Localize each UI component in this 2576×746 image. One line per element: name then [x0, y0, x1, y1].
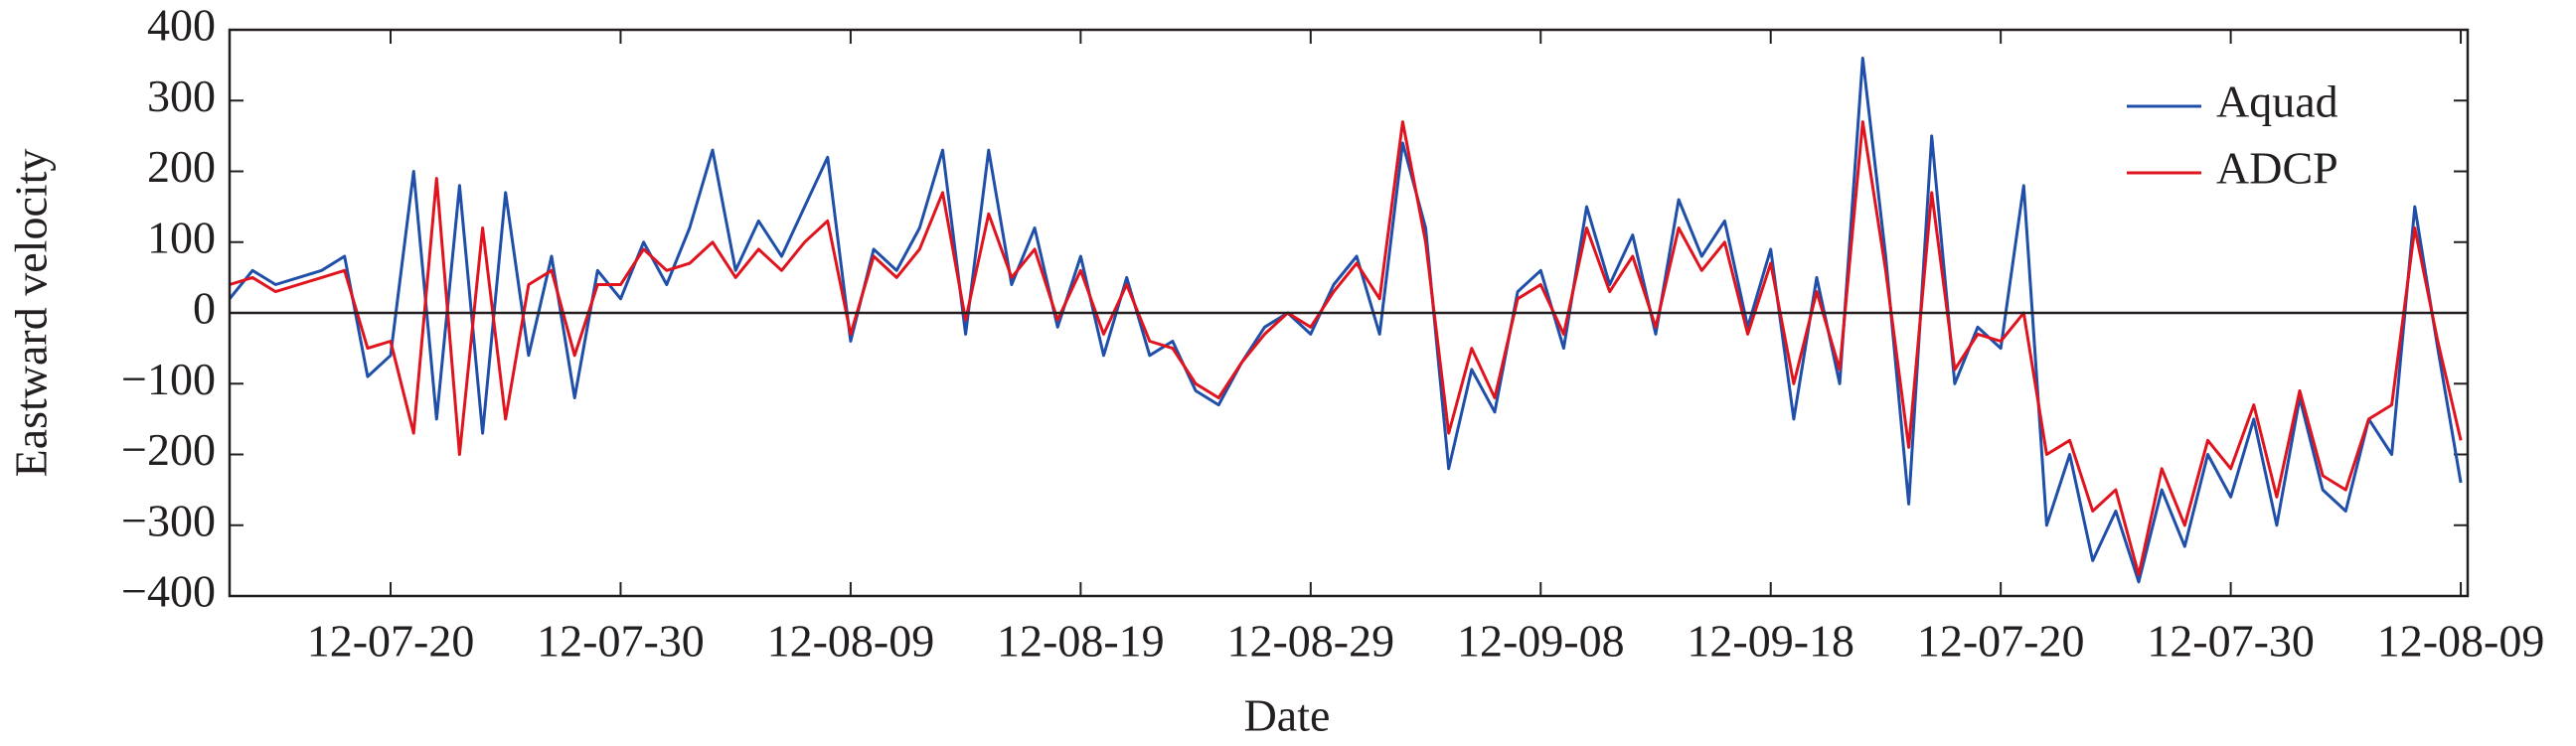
y-tick-label: −300 — [121, 495, 216, 545]
legend-label: ADCP — [2216, 143, 2338, 194]
x-tick-label: 12-08-09 — [767, 616, 935, 667]
y-tick-label: −200 — [121, 424, 216, 475]
x-tick-label: 12-08-19 — [997, 616, 1165, 667]
data-line — [229, 120, 2463, 577]
x-tick-label: 12-07-30 — [537, 616, 705, 667]
y-tick-label: 100 — [147, 212, 216, 262]
x-axis-label: Date — [1244, 690, 1331, 741]
plot-frame — [228, 28, 2470, 598]
x-tick-label: 12-08-29 — [1226, 616, 1394, 667]
x-tick-label: 12-07-20 — [1917, 616, 2085, 667]
y-tick-label: 200 — [147, 141, 216, 192]
y-tick-label: 400 — [147, 0, 216, 51]
y-tick-label: 300 — [147, 71, 216, 121]
legend-label: Aquad — [2216, 76, 2338, 127]
x-tick-label: 12-07-30 — [2147, 616, 2315, 667]
y-tick-label: 0 — [193, 283, 216, 334]
data-line — [228, 57, 2463, 584]
y-axis-label: Eastward velocity — [6, 149, 57, 478]
x-tick-label: 12-09-08 — [1457, 616, 1625, 667]
x-tick-label: 12-08-09 — [2377, 616, 2545, 667]
y-tick-label: −100 — [121, 354, 216, 404]
y-tick-label: −400 — [121, 566, 216, 617]
x-tick-label: 12-07-20 — [307, 616, 475, 667]
x-tick-label: 12-09-18 — [1687, 616, 1854, 667]
